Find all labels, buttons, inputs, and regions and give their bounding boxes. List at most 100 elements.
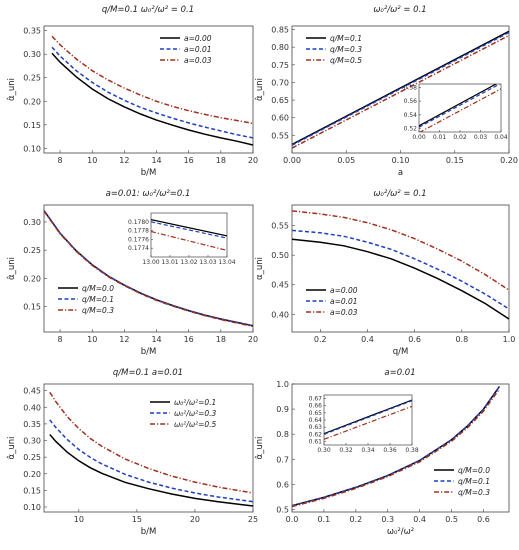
inset-y-tick-label-2-2: 0.1778 bbox=[128, 228, 149, 235]
inset-series-line-5-1 bbox=[324, 400, 412, 435]
series-group-0 bbox=[51, 35, 253, 146]
plot-frame-5 bbox=[291, 383, 510, 513]
y-tick-label-4-3: 0.25 bbox=[23, 453, 41, 462]
y-axis-label-2: α̂_uni bbox=[6, 257, 17, 280]
x-tick-label-1-1: 0.05 bbox=[337, 156, 355, 165]
y-tick-label-0-1: 0.15 bbox=[23, 121, 41, 130]
inset-y-tick-label-1-1: 0.54 bbox=[404, 112, 418, 119]
x-tick-label-1-3: 0.15 bbox=[446, 156, 464, 165]
x-tick-label-3-4: 1.0 bbox=[503, 335, 516, 344]
x-axis-label-3: q/M bbox=[393, 347, 409, 357]
inset-x-tick-label-5-1: 0.32 bbox=[339, 447, 353, 454]
legend-label-1-2: q/M=0.5 bbox=[330, 56, 362, 65]
series-line-3-2 bbox=[292, 210, 509, 291]
inset-x-tick-label-2-4: 13.04 bbox=[218, 259, 235, 266]
legend-label-3-2: a=0.03 bbox=[330, 308, 358, 317]
series-line-2-2 bbox=[44, 210, 253, 328]
x-tick-label-0-2: 12 bbox=[119, 156, 129, 165]
inset-y-tick-label-1-3: 0.58 bbox=[404, 84, 418, 91]
plot-frame-3 bbox=[291, 204, 510, 333]
x-tick-label-0-4: 16 bbox=[184, 156, 194, 165]
series-group-1 bbox=[292, 30, 509, 149]
inset-x-tick-label-5-4: 0.38 bbox=[405, 447, 419, 454]
x-tick-label-4-2: 20 bbox=[190, 515, 200, 524]
inset-plot-frame-5 bbox=[323, 394, 413, 446]
x-tick-label-5-3: 0.3 bbox=[381, 515, 394, 524]
legend-label-3-1: a=0.01 bbox=[330, 297, 358, 306]
inset-y-tick-label-5-0: 0.61 bbox=[309, 438, 323, 445]
x-tick-label-3-3: 0.8 bbox=[455, 335, 468, 344]
y-tick-label-1-2: 0.65 bbox=[271, 96, 289, 105]
x-tick-label-3-1: 0.4 bbox=[361, 335, 374, 344]
inset-x-tick-label-1-4: 0.04 bbox=[494, 134, 508, 141]
inset-y-tick-label-5-2: 0.63 bbox=[309, 424, 323, 431]
inset-x-tick-label-2-2: 13.02 bbox=[180, 259, 197, 266]
y-tick-label-3-2: 0.50 bbox=[271, 251, 289, 260]
y-tick-label-5-4: 0.9 bbox=[276, 405, 289, 414]
inset-y-tick-label-1-2: 0.56 bbox=[404, 98, 418, 105]
inset-y-tick-label-5-1: 0.62 bbox=[309, 431, 323, 438]
y-tick-label-4-5: 0.35 bbox=[23, 420, 41, 429]
x-tick-label-2-1: 10 bbox=[87, 335, 97, 344]
y-tick-label-4-4: 0.30 bbox=[23, 437, 41, 446]
inset-x-tick-label-5-3: 0.36 bbox=[383, 447, 397, 454]
inset-series-line-1-0 bbox=[419, 84, 498, 127]
x-tick-label-1-4: 0.20 bbox=[500, 156, 518, 165]
series-line-4-0 bbox=[49, 434, 253, 507]
inset-series-group-2 bbox=[151, 219, 227, 251]
x-tick-label-5-6: 0.6 bbox=[477, 515, 490, 524]
inset-y-tick-label-2-1: 0.1776 bbox=[128, 236, 149, 243]
inset-y-tick-label-2-0: 0.1774 bbox=[128, 245, 149, 252]
x-tick-label-1-2: 0.10 bbox=[392, 156, 410, 165]
y-axis-label-4: α̂_uni bbox=[6, 437, 17, 460]
x-tick-label-0-3: 14 bbox=[151, 156, 161, 165]
x-tick-label-3-0: 0.2 bbox=[314, 335, 327, 344]
inset-y-tick-label-5-5: 0.66 bbox=[309, 403, 323, 410]
x-tick-label-2-3: 14 bbox=[151, 335, 161, 344]
y-tick-label-2-2: 0.25 bbox=[23, 246, 41, 255]
x-tick-label-4-0: 10 bbox=[74, 515, 84, 524]
y-axis-label-0: α̂_uni bbox=[6, 78, 17, 101]
panel-title-3: ω₀²/ω² = 0.1 bbox=[373, 189, 426, 199]
x-tick-label-2-6: 20 bbox=[248, 335, 258, 344]
inset-series-group-1 bbox=[419, 84, 501, 132]
series-line-0-1 bbox=[51, 46, 253, 139]
panel-title-4: q/M=0.1 a=0.01 bbox=[113, 368, 183, 378]
inset-series-line-5-0 bbox=[324, 399, 412, 435]
y-tick-label-0-5: 0.35 bbox=[23, 27, 41, 36]
y-tick-label-4-0: 0.10 bbox=[23, 503, 41, 512]
inset-y-tick-label-5-6: 0.67 bbox=[309, 396, 323, 403]
legend-label-2-1: q/M=0.1 bbox=[82, 295, 114, 304]
x-tick-label-1-0: 0.00 bbox=[283, 156, 301, 165]
y-tick-label-5-3: 0.8 bbox=[276, 430, 289, 439]
y-tick-label-0-3: 0.25 bbox=[23, 74, 41, 83]
x-tick-label-2-5: 18 bbox=[216, 335, 226, 344]
x-tick-label-3-2: 0.6 bbox=[408, 335, 421, 344]
series-group-3 bbox=[292, 210, 509, 320]
y-tick-label-1-0: 0.55 bbox=[271, 131, 289, 140]
panel-title-1: ω₀²/ω² = 0.1 bbox=[373, 5, 426, 15]
y-tick-label-2-3: 0.30 bbox=[23, 218, 41, 227]
x-tick-label-2-0: 8 bbox=[58, 335, 63, 344]
inset-x-tick-label-1-3: 0.03 bbox=[474, 134, 488, 141]
inset-x-tick-label-5-2: 0.34 bbox=[361, 447, 375, 454]
y-tick-label-3-0: 0.40 bbox=[271, 310, 289, 319]
inset-plot-frame-2 bbox=[150, 212, 228, 258]
inset-x-tick-label-5-0: 0.30 bbox=[317, 447, 331, 454]
y-tick-label-2-1: 0.20 bbox=[23, 274, 41, 283]
y-axis-label-1: α̂_uni bbox=[254, 78, 265, 101]
inset-x-tick-label-1-0: 0.00 bbox=[412, 134, 426, 141]
series-line-3-0 bbox=[292, 238, 509, 320]
x-tick-label-5-4: 0.4 bbox=[413, 515, 426, 524]
legend-label-2-0: q/M=0.0 bbox=[82, 284, 114, 293]
inset-y-tick-label-1-0: 0.52 bbox=[404, 126, 418, 133]
x-tick-label-5-2: 0.2 bbox=[349, 515, 362, 524]
legend-label-0-1: a=0.01 bbox=[184, 45, 212, 54]
x-tick-label-4-3: 25 bbox=[248, 515, 258, 524]
legend-label-5-0: q/M=0.0 bbox=[458, 466, 490, 475]
legend-label-5-1: q/M=0.1 bbox=[458, 477, 490, 486]
y-tick-label-5-0: 0.5 bbox=[276, 505, 289, 514]
x-axis-label-5: ω₀²/ω² bbox=[387, 527, 414, 537]
inset-x-tick-label-1-1: 0.01 bbox=[433, 134, 447, 141]
